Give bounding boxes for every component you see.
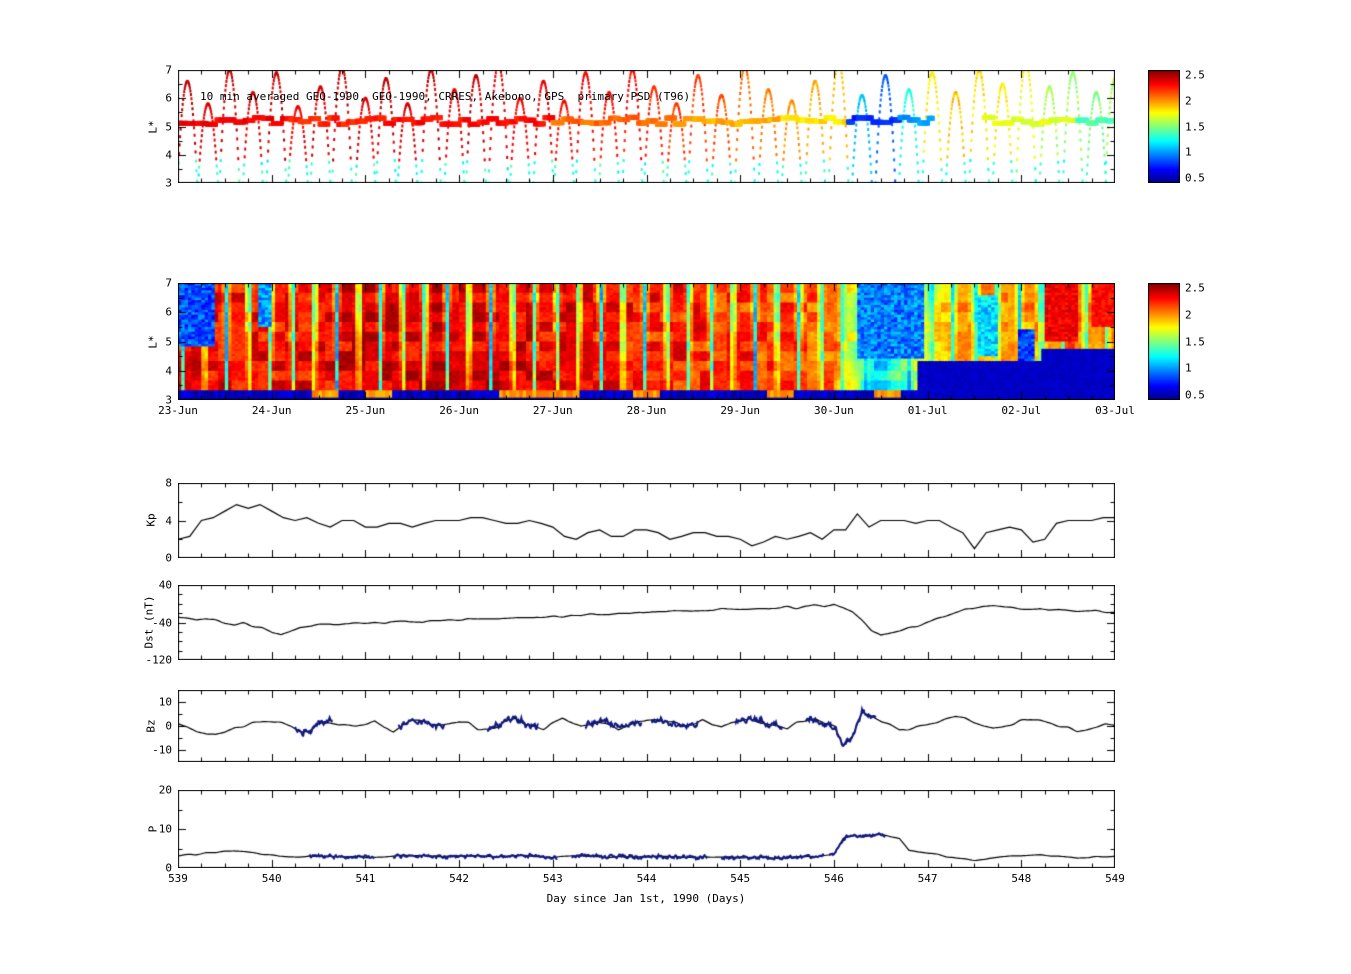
kp-panel [178,483,1115,558]
colorbar-tick-label: 2.5 [1185,68,1205,82]
day-tick-label: 547 [917,872,938,885]
colorbar-tick-label: 1 [1185,145,1192,159]
ylabel-bz: Bz [144,719,158,733]
ylabel-kp: Kp [144,513,158,527]
bz-panel [178,690,1115,762]
date-tick-label: 01-Jul [907,404,948,417]
ytick-label: 0 [165,719,172,733]
xaxis-title: Day since Jan 1st, 1990 (Days) [546,892,746,905]
ytick-label: 8 [165,476,172,490]
date-tick-label: 30-Jun [814,404,854,417]
psd-heatmap-panel [178,283,1115,400]
ytick-label: 6 [165,91,172,105]
colorbar-bottom [1148,283,1180,400]
day-tick-label: 541 [355,872,376,885]
ytick-label: 3 [165,176,172,190]
ytick-label: 0 [165,861,172,875]
colorbar-tick-label: 1 [1185,361,1192,375]
day-tick-label: 543 [542,872,563,885]
ylabel-p: P [146,825,160,833]
date-tick-label: 03-Jul [1095,404,1135,417]
day-tick-label: 540 [261,872,282,885]
day-tick-label: 539 [168,872,188,885]
date-tick-label: 27-Jun [532,404,573,417]
ytick-label: 4 [165,364,172,378]
ytick-label: 7 [165,63,172,77]
ytick-label: -10 [152,743,172,757]
date-tick-label: 23-Jun [158,404,198,417]
ylabel-lstar-scatter: L* [146,120,160,134]
day-tick-label: 545 [730,872,751,885]
ytick-label: 40 [158,578,172,592]
colorbar-tick-label: 0.5 [1185,388,1205,402]
ytick-label: 20 [158,783,172,797]
date-tick-label: 25-Jun [345,404,386,417]
date-tick-label: 02-Jul [1001,404,1042,417]
day-tick-label: 544 [636,872,657,885]
ytick-label: 5 [165,120,172,133]
ytick-label: 4 [165,514,172,527]
panel-title: 10 min averaged GEO-1990, GEO-1990, CRRE… [200,90,691,103]
day-tick-label: 548 [1011,872,1032,885]
colorbar-tick-label: 2.5 [1185,281,1205,295]
ytick-label: 6 [165,305,172,319]
pressure-panel [178,790,1115,868]
ytick-label: 7 [165,276,172,290]
colorbar-tick-label: 1.5 [1185,120,1205,133]
day-tick-label: 546 [823,872,844,885]
colorbar-tick-label: 2 [1185,94,1192,108]
dst-panel [178,585,1115,660]
day-tick-label: 549 [1105,872,1125,885]
ytick-label: 10 [158,822,172,836]
colorbar-tick-label: 2 [1185,308,1192,322]
colorbar-tick-label: 0.5 [1185,171,1205,185]
ytick-label: -120 [145,653,173,667]
ytick-label: 4 [165,148,172,162]
ytick-label: 5 [165,335,172,348]
ytick-label: 10 [158,695,172,709]
date-tick-label: 28-Jun [626,404,667,417]
ylabel-lstar-heatmap: L* [146,335,160,349]
date-tick-label: 24-Jun [251,404,292,417]
day-tick-label: 542 [449,872,470,885]
colorbar-top [1148,70,1180,183]
colorbar-tick-label: 1.5 [1185,335,1205,348]
ytick-label: 0 [165,551,172,565]
date-tick-label: 26-Jun [439,404,479,417]
ytick-label: 3 [165,393,172,407]
ytick-label: -40 [152,616,172,629]
date-tick-label: 29-Jun [720,404,761,417]
psd-scatter-panel [178,70,1115,183]
